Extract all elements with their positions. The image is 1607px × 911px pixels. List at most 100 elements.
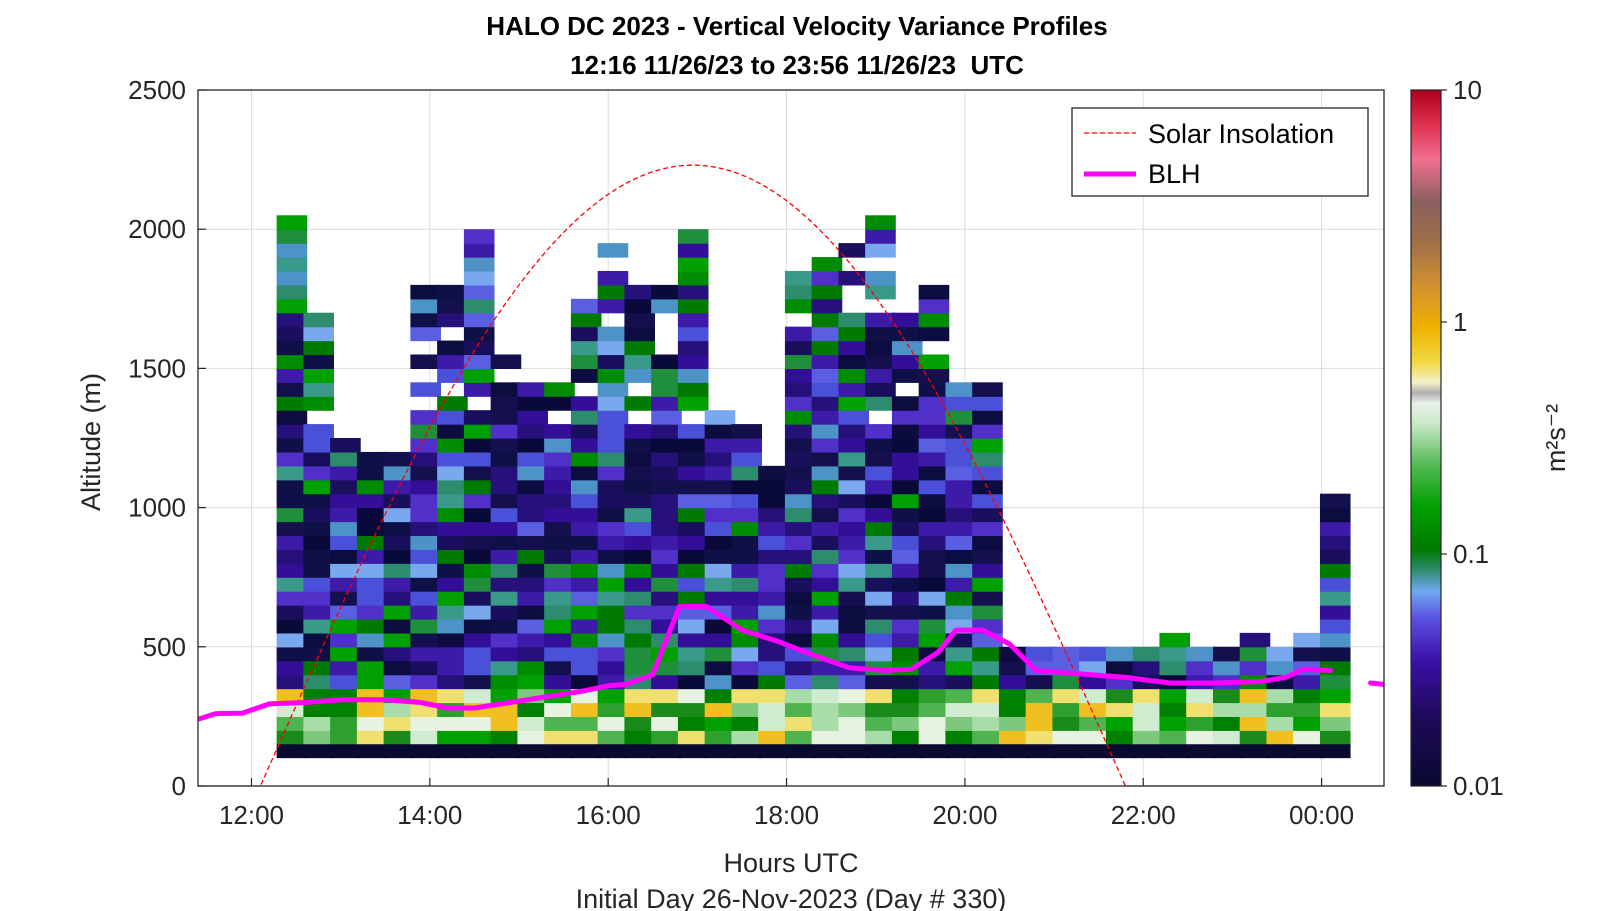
heatmap-cell	[597, 618, 629, 634]
heatmap-cell	[651, 465, 682, 481]
heatmap-cell	[463, 660, 495, 676]
heatmap-cell	[383, 577, 415, 592]
heatmap-cell	[704, 493, 736, 509]
heatmap-cell	[838, 674, 870, 690]
heatmap-cell	[891, 312, 923, 328]
heatmap-cell	[330, 465, 361, 481]
heatmap-cell	[865, 591, 896, 606]
heatmap-cell	[865, 479, 896, 495]
colorbar-label: m²s⁻²	[1541, 404, 1571, 472]
heatmap-cell	[972, 688, 1003, 704]
heatmap-cell	[303, 605, 334, 620]
heatmap-cell	[972, 660, 1003, 676]
heatmap-cell	[570, 326, 602, 342]
heatmap-cell	[330, 702, 361, 717]
heatmap-cell	[1319, 688, 1351, 704]
heatmap-cell	[838, 507, 870, 523]
heatmap-cell	[838, 312, 870, 328]
heatmap-cell	[517, 493, 548, 509]
heatmap-cell	[624, 451, 656, 467]
heatmap-cell	[517, 730, 548, 745]
heatmap-cell	[758, 493, 789, 509]
heatmap-cell	[731, 744, 763, 759]
heatmap-cell	[784, 605, 816, 620]
heatmap-cell	[597, 298, 629, 314]
heatmap-cell	[1186, 702, 1217, 717]
heatmap-cell	[330, 577, 361, 592]
heatmap-cell	[410, 438, 441, 453]
heatmap-cell	[731, 688, 763, 704]
heatmap-cell	[544, 382, 575, 397]
heatmap-cell	[276, 521, 308, 537]
heatmap-cell	[597, 438, 629, 453]
heatmap-cell	[517, 507, 548, 523]
heatmap-cell	[651, 674, 682, 690]
heatmap-cell	[544, 716, 575, 731]
heatmap-cell	[918, 591, 950, 606]
heatmap-cell	[811, 702, 843, 717]
heatmap-cell	[490, 507, 522, 523]
heatmap-cell	[918, 410, 950, 425]
heatmap-cell	[437, 744, 468, 759]
heatmap-cell	[784, 618, 816, 634]
heatmap-cell	[731, 577, 763, 592]
heatmap-cells	[276, 215, 1351, 759]
heatmap-cell	[410, 493, 441, 509]
heatmap-cell	[276, 591, 308, 606]
heatmap-cell	[1079, 730, 1110, 745]
y-tick-label: 2500	[128, 75, 186, 105]
heatmap-cell	[758, 702, 789, 717]
heatmap-cell	[356, 716, 388, 731]
heatmap-cell	[731, 716, 763, 731]
heatmap-cell	[891, 688, 923, 704]
heatmap-cell	[276, 646, 308, 662]
heatmap-cell	[731, 521, 763, 537]
heatmap-cell	[811, 270, 843, 286]
heatmap-cell	[784, 563, 816, 578]
heatmap-cell	[544, 730, 575, 745]
heatmap-cell	[597, 688, 629, 704]
heatmap-cell	[677, 521, 709, 537]
heatmap-cell	[570, 410, 602, 425]
heatmap-cell	[1319, 507, 1351, 523]
heatmap-cell	[544, 577, 575, 592]
heatmap-cell	[758, 674, 789, 690]
heatmap-cell	[891, 368, 923, 383]
heatmap-cell	[276, 465, 308, 481]
heatmap-cell	[1319, 646, 1351, 662]
heatmap-cell	[811, 257, 843, 272]
heatmap-cell	[677, 270, 709, 286]
heatmap-cell	[731, 507, 763, 523]
heatmap-cell	[838, 479, 870, 495]
heatmap-cell	[570, 340, 602, 356]
heatmap-cell	[677, 563, 709, 578]
heatmap-cell	[945, 424, 977, 439]
heatmap-cell	[597, 354, 629, 369]
heatmap-cell	[276, 535, 308, 550]
heatmap-cell	[517, 618, 548, 634]
heatmap-cell	[865, 493, 896, 509]
heatmap-cell	[704, 507, 736, 523]
heatmap-cell	[1266, 702, 1298, 717]
heatmap-cell	[356, 507, 388, 523]
heatmap-cell	[731, 605, 763, 620]
heatmap-cell	[597, 479, 629, 495]
heatmap-cell	[303, 451, 334, 467]
heatmap-cell	[972, 605, 1003, 620]
heatmap-cell	[410, 410, 441, 425]
heatmap-cell	[838, 354, 870, 369]
heatmap-cell	[570, 730, 602, 745]
heatmap-cell	[624, 632, 656, 648]
heatmap-cell	[330, 716, 361, 731]
heatmap-cell	[731, 535, 763, 550]
heatmap-cell	[677, 632, 709, 648]
heatmap-cell	[731, 424, 763, 439]
heatmap-cell	[677, 424, 709, 439]
heatmap-cell	[865, 354, 896, 369]
heatmap-cell	[945, 479, 977, 495]
heatmap-cell	[624, 563, 656, 578]
heatmap-cell	[677, 577, 709, 592]
heatmap-cell	[463, 632, 495, 648]
x-tick-label: 18:00	[754, 800, 819, 830]
heatmap-cell	[356, 646, 388, 662]
